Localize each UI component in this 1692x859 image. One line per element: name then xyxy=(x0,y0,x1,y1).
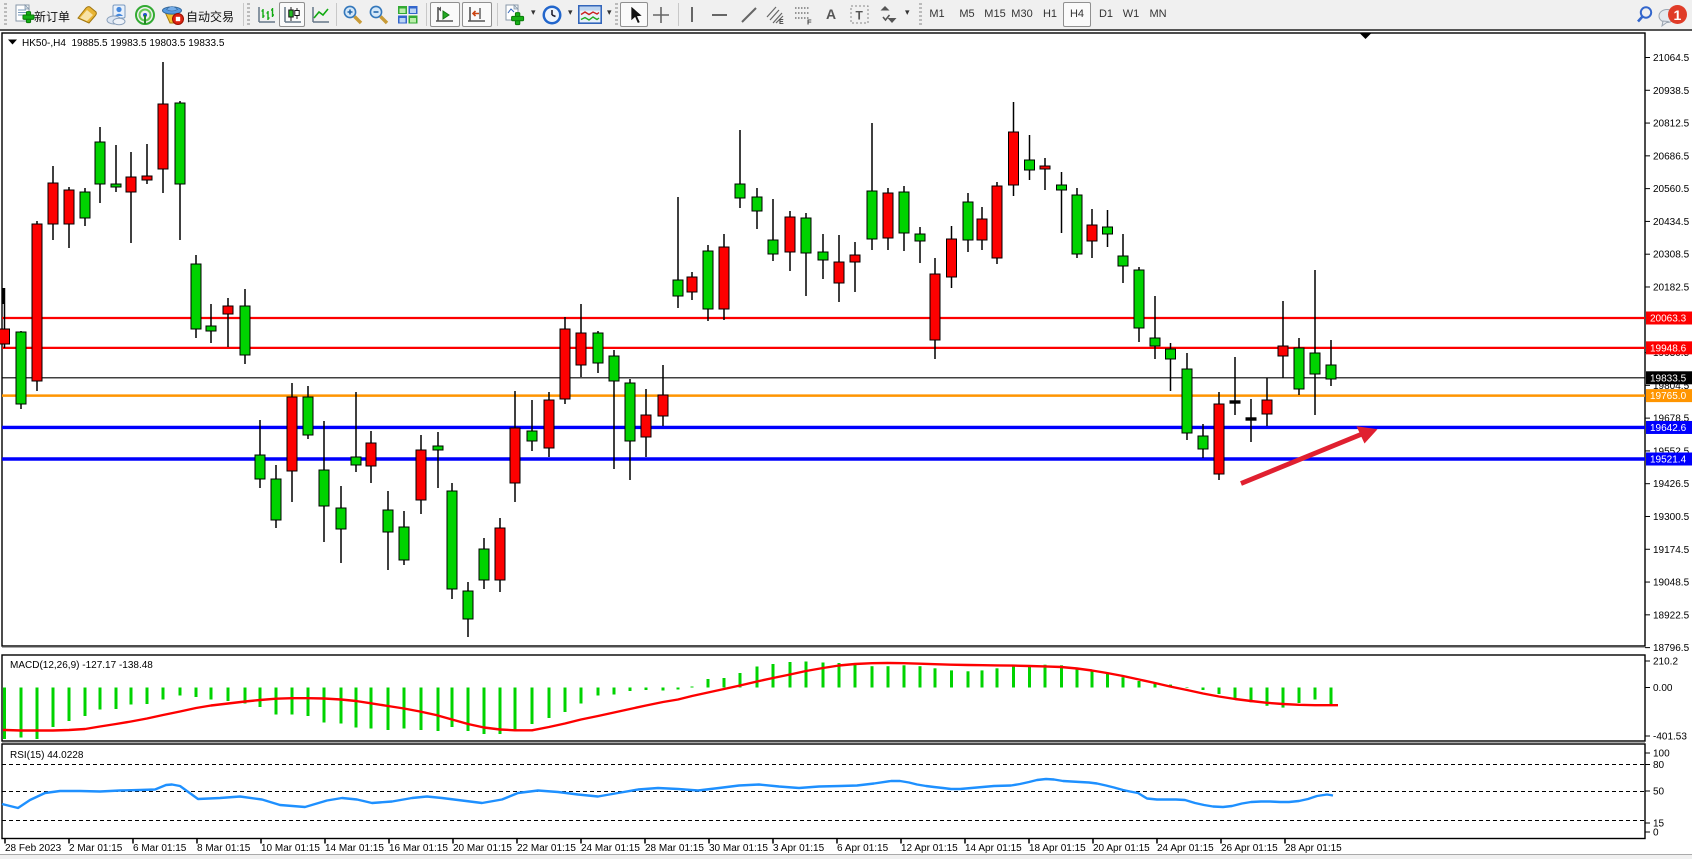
svg-text:16 Mar 01:15: 16 Mar 01:15 xyxy=(389,843,448,854)
svg-text:20 Mar 01:15: 20 Mar 01:15 xyxy=(453,843,512,854)
svg-text:19552.5: 19552.5 xyxy=(1653,446,1690,457)
svg-text:21064.5: 21064.5 xyxy=(1653,53,1690,64)
svg-text:20560.5: 20560.5 xyxy=(1653,184,1690,195)
svg-text:30 Mar 01:15: 30 Mar 01:15 xyxy=(709,843,768,854)
svg-text:19642.6: 19642.6 xyxy=(1650,423,1687,434)
svg-text:19804.5: 19804.5 xyxy=(1653,381,1690,392)
svg-text:20434.5: 20434.5 xyxy=(1653,217,1690,228)
svg-text:15: 15 xyxy=(1653,819,1665,830)
svg-text:19948.6: 19948.6 xyxy=(1650,343,1687,354)
svg-text:MACD(12,26,9) -127.17 -138.48: MACD(12,26,9) -127.17 -138.48 xyxy=(10,660,153,671)
svg-text:20 Apr 01:15: 20 Apr 01:15 xyxy=(1093,843,1150,854)
svg-text:19426.5: 19426.5 xyxy=(1653,479,1690,490)
svg-text:18 Apr 01:15: 18 Apr 01:15 xyxy=(1029,843,1086,854)
svg-text:E: E xyxy=(779,19,784,25)
svg-text:10 Mar 01:15: 10 Mar 01:15 xyxy=(261,843,320,854)
svg-text:18922.5: 18922.5 xyxy=(1653,610,1690,621)
svg-text:20686.5: 20686.5 xyxy=(1653,151,1690,162)
svg-text:14 Apr 01:15: 14 Apr 01:15 xyxy=(965,843,1022,854)
svg-text:19048.5: 19048.5 xyxy=(1653,578,1690,589)
svg-text:6 Mar 01:15: 6 Mar 01:15 xyxy=(133,843,187,854)
svg-text:22 Mar 01:15: 22 Mar 01:15 xyxy=(517,843,576,854)
svg-text:24 Mar 01:15: 24 Mar 01:15 xyxy=(581,843,640,854)
svg-text:20182.5: 20182.5 xyxy=(1653,282,1690,293)
svg-text:19765.0: 19765.0 xyxy=(1650,391,1687,402)
svg-text:3 Apr 01:15: 3 Apr 01:15 xyxy=(773,843,825,854)
svg-text:210.2: 210.2 xyxy=(1653,657,1678,668)
svg-text:50: 50 xyxy=(1653,787,1665,798)
svg-text:19300.5: 19300.5 xyxy=(1653,512,1690,523)
svg-text:0: 0 xyxy=(1653,828,1659,839)
svg-text:18796.5: 18796.5 xyxy=(1653,643,1690,654)
svg-text:100: 100 xyxy=(1653,749,1670,760)
svg-text:RSI(15) 44.0228: RSI(15) 44.0228 xyxy=(10,750,84,761)
svg-text:26 Apr 01:15: 26 Apr 01:15 xyxy=(1221,843,1278,854)
svg-text:19521.4: 19521.4 xyxy=(1650,455,1687,466)
svg-text:80: 80 xyxy=(1653,760,1665,771)
svg-text:19833.5: 19833.5 xyxy=(1650,373,1687,384)
svg-text:20063.3: 20063.3 xyxy=(1650,314,1687,325)
svg-text:20812.5: 20812.5 xyxy=(1653,119,1690,130)
svg-text:28 Mar 01:15: 28 Mar 01:15 xyxy=(645,843,704,854)
svg-text:T: T xyxy=(856,9,864,23)
svg-text:6 Apr 01:15: 6 Apr 01:15 xyxy=(837,843,889,854)
svg-text:14 Mar 01:15: 14 Mar 01:15 xyxy=(325,843,384,854)
svg-text:19678.5: 19678.5 xyxy=(1653,414,1690,425)
svg-text:-401.53: -401.53 xyxy=(1653,732,1687,743)
svg-text:19174.5: 19174.5 xyxy=(1653,545,1690,556)
svg-text:12 Apr 01:15: 12 Apr 01:15 xyxy=(901,843,958,854)
svg-text:24 Apr 01:15: 24 Apr 01:15 xyxy=(1157,843,1214,854)
svg-text:HK50-,H4 19885.5 19983.5 1980: HK50-,H4 19885.5 19983.5 19803.5 19833.5 xyxy=(22,38,225,49)
svg-text:8 Mar 01:15: 8 Mar 01:15 xyxy=(197,843,251,854)
svg-text:20938.5: 20938.5 xyxy=(1653,86,1690,97)
svg-text:2 Mar 01:15: 2 Mar 01:15 xyxy=(69,843,123,854)
svg-text:0.00: 0.00 xyxy=(1653,683,1673,694)
svg-text:20308.5: 20308.5 xyxy=(1653,250,1690,261)
svg-text:28 Apr 01:15: 28 Apr 01:15 xyxy=(1285,843,1342,854)
svg-text:F: F xyxy=(807,18,812,26)
svg-text:28 Feb 2023: 28 Feb 2023 xyxy=(5,843,62,854)
